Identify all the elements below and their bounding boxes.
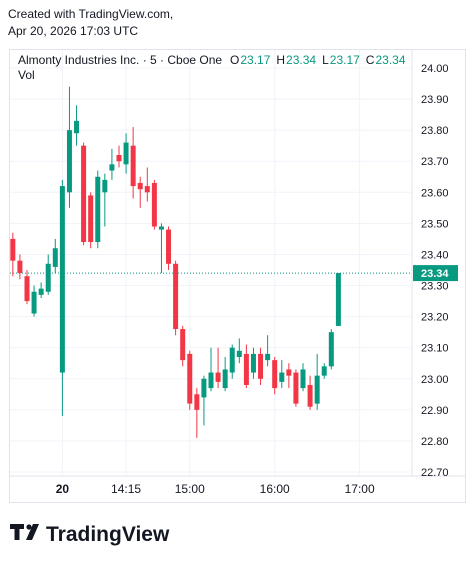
x-tick-label: 17:00 xyxy=(345,482,375,496)
candle-body xyxy=(293,372,299,404)
x-tick-label: 20 xyxy=(56,482,70,496)
candle-body xyxy=(272,360,278,389)
candle-body xyxy=(328,332,334,367)
logo-dot xyxy=(26,524,32,530)
brand-logo: TradingView xyxy=(10,523,170,546)
candle-body xyxy=(52,248,58,267)
candle-body xyxy=(166,229,172,264)
candle-body xyxy=(144,186,150,193)
candle-body xyxy=(74,120,80,134)
candle-body xyxy=(201,378,207,398)
last-price-badge xyxy=(413,265,458,282)
candle-body xyxy=(116,155,122,162)
candle-body xyxy=(236,350,242,358)
candle-body xyxy=(17,260,23,274)
logo-mark xyxy=(10,524,24,540)
candle-body xyxy=(95,176,101,243)
candle-body xyxy=(38,288,44,295)
ohlc-value: 23.34 xyxy=(286,53,316,67)
candle-body xyxy=(59,186,65,373)
candle-body xyxy=(45,263,51,292)
candle-body xyxy=(307,384,313,407)
y-tick-label: 23.50 xyxy=(421,218,449,230)
candle-body xyxy=(321,366,327,376)
x-tick-label: 16:00 xyxy=(260,482,290,496)
candle-body xyxy=(286,369,292,376)
candle-body xyxy=(10,238,16,261)
y-tick-label: 23.60 xyxy=(421,187,449,199)
x-tick-label: 14:15 xyxy=(111,482,141,496)
candle-body xyxy=(123,142,129,165)
candle-body xyxy=(173,263,179,330)
candle-body xyxy=(229,347,235,373)
candle-body xyxy=(250,353,256,373)
y-tick-label: 24.00 xyxy=(421,63,449,75)
y-tick-label: 23.20 xyxy=(421,312,449,324)
credit-line: Created with TradingView.com, xyxy=(8,7,173,21)
candle-body xyxy=(151,182,157,227)
y-tick-label: 23.40 xyxy=(421,249,449,261)
y-tick-label: 23.30 xyxy=(421,281,449,293)
candle-body xyxy=(335,273,341,326)
candle-body xyxy=(279,372,285,382)
y-tick-label: 22.70 xyxy=(421,467,449,479)
ohlc-key: O xyxy=(230,53,239,67)
candle-body xyxy=(215,372,221,382)
candle-body xyxy=(102,179,108,193)
candle-body xyxy=(300,369,306,389)
candle-body xyxy=(24,276,30,302)
candle-body xyxy=(222,369,228,389)
y-tick-label: 22.80 xyxy=(421,436,449,448)
chart-title: Almonty Industries Inc. · 5 · Cboe One xyxy=(18,53,222,67)
candle-body xyxy=(243,353,249,385)
candle-body xyxy=(66,130,72,193)
y-tick-label: 22.90 xyxy=(421,405,449,417)
ohlc-value: 23.17 xyxy=(240,53,270,67)
candle-body xyxy=(130,145,136,187)
y-tick-label: 23.90 xyxy=(421,94,449,106)
candle-body xyxy=(208,372,214,389)
ohlc-value: 23.17 xyxy=(330,53,360,67)
candle-body xyxy=(81,145,87,243)
logo-slash xyxy=(26,524,39,540)
x-tick-label: 15:00 xyxy=(175,482,205,496)
y-tick-label: 23.00 xyxy=(421,374,449,386)
ohlc-key: L xyxy=(322,53,329,67)
candle-body xyxy=(180,329,186,361)
candle-body xyxy=(88,195,94,243)
chart-frame xyxy=(9,49,466,503)
candle-body xyxy=(31,291,37,314)
y-tick-label: 23.10 xyxy=(421,343,449,355)
candle-body xyxy=(187,353,193,404)
candle-body xyxy=(137,182,143,190)
candle-body xyxy=(314,375,320,404)
ohlc-key: H xyxy=(276,53,285,67)
y-tick-label: 23.70 xyxy=(421,156,449,168)
candle-body xyxy=(258,353,264,379)
candle-body xyxy=(194,394,200,410)
y-tick-label: 23.80 xyxy=(421,125,449,137)
candle-body xyxy=(265,353,271,361)
candle-body xyxy=(158,226,164,230)
volume-label: Vol xyxy=(18,68,35,82)
ohlc-key: C xyxy=(366,53,375,67)
brand-name: TradingView xyxy=(46,523,170,546)
ohlc-value: 23.34 xyxy=(375,53,405,67)
candle-body xyxy=(109,164,115,171)
credit-date: Apr 20, 2026 17:03 UTC xyxy=(8,24,138,38)
last-price-label: 23.34 xyxy=(421,268,449,280)
